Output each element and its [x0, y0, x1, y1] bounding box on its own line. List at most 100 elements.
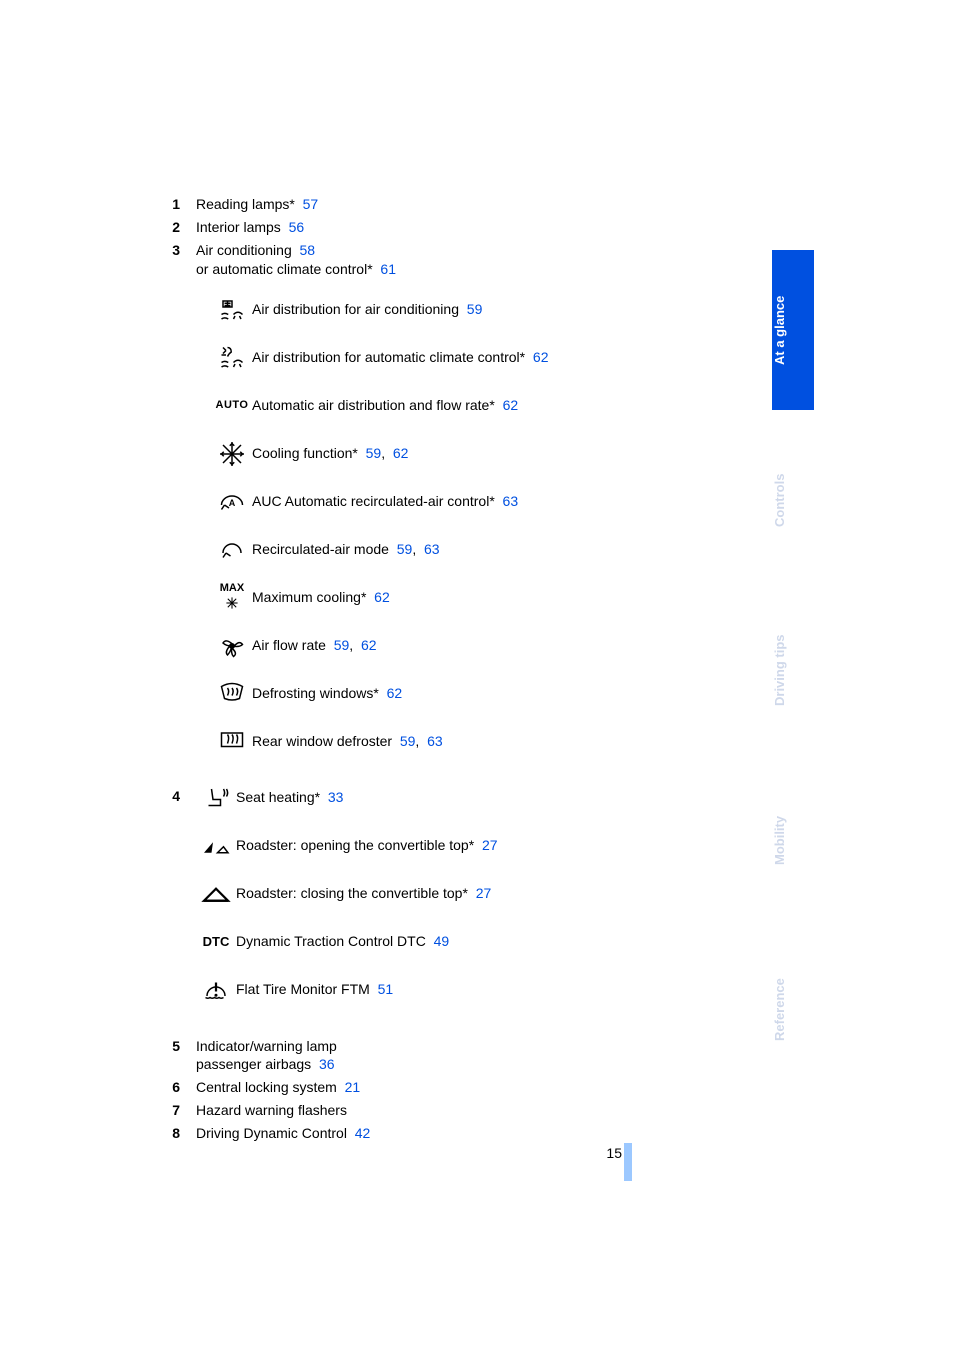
item-number: 7 — [170, 1101, 196, 1120]
page-link[interactable]: 59 — [334, 637, 350, 653]
page-link[interactable]: 57 — [303, 196, 319, 212]
page-link[interactable]: 62 — [361, 637, 377, 653]
item-text: Driving Dynamic Control 42 — [196, 1124, 630, 1143]
page-link[interactable]: 49 — [434, 933, 450, 949]
auc-icon: A — [212, 487, 252, 517]
dtc-icon: DTC — [203, 933, 230, 951]
list-item-4: 4 Seat heating* 33 Roadster: opening the … — [170, 779, 630, 1019]
page-link[interactable]: 62 — [533, 349, 549, 365]
item-text: Central locking system 21 — [196, 1078, 630, 1097]
sub-row: Roadster: closing the convertible top* 2… — [196, 875, 630, 913]
snowflake-icon — [212, 439, 252, 469]
list-item-8: 8 Driving Dynamic Control 42 — [170, 1124, 630, 1143]
sub-row: Seat heating* 33 — [196, 779, 630, 817]
page-link[interactable]: 27 — [482, 837, 498, 853]
sub-row-text: Automatic air distribution and flow rate… — [252, 396, 630, 415]
item-number: 2 — [170, 218, 196, 237]
page-number: 15 — [606, 1145, 622, 1161]
item-text: Interior lamps 56 — [196, 218, 630, 237]
item-number: 4 — [170, 779, 196, 806]
svg-text:A: A — [229, 497, 236, 507]
item-text: Indicator/warning lamppassenger airbags … — [196, 1037, 630, 1075]
item-number: 5 — [170, 1037, 196, 1056]
list-item-7: 7 Hazard warning flashers — [170, 1101, 630, 1120]
tab-mobility[interactable]: Mobility — [772, 760, 814, 920]
sub-row-text: Cooling function* 59, 62 — [252, 444, 630, 463]
page-link[interactable]: 62 — [503, 397, 519, 413]
page-link[interactable]: 59 — [366, 445, 382, 461]
auto-icon: AUTO — [212, 398, 252, 413]
sub-row-text: Air distribution for air conditioning 59 — [252, 300, 630, 319]
seat-heat-icon — [196, 783, 236, 813]
page-link[interactable]: 63 — [427, 733, 443, 749]
tab-reference[interactable]: Reference — [772, 930, 814, 1090]
sub-row: A AUC Automatic recirculated-air control*… — [212, 483, 630, 521]
sub-row: Air distribution for automatic climate c… — [212, 339, 630, 377]
tab-driving-tips[interactable]: Driving tips — [772, 590, 814, 750]
max-icon: MAX — [220, 581, 244, 615]
page-link[interactable]: 58 — [300, 242, 316, 258]
sub-row-text: Flat Tire Monitor FTM 51 — [236, 980, 630, 999]
sub-row: DTC Dynamic Traction Control DTC 49 — [196, 923, 630, 961]
page-link[interactable]: 62 — [387, 685, 403, 701]
item-number: 6 — [170, 1078, 196, 1097]
item-text: Air conditioning 58 or automatic climate… — [196, 241, 630, 279]
list-item-1: 1 Reading lamps* 57 — [170, 195, 630, 214]
sub-row-text: AUC Automatic recirculated-air control* … — [252, 492, 630, 511]
sub-row-text: Rear window defroster 59, 63 — [252, 732, 630, 751]
sub-row: Air distribution for air conditioning 59 — [212, 291, 630, 329]
page-link[interactable]: 61 — [380, 261, 396, 277]
page-link[interactable]: 36 — [319, 1056, 335, 1072]
sub-row: Rear window defroster 59, 63 — [212, 723, 630, 761]
defrost-rear-icon — [212, 727, 252, 757]
sub-row: MAX Maximum cooling* 62 — [212, 579, 630, 617]
page-link[interactable]: 42 — [355, 1125, 371, 1141]
list-item-2: 2 Interior lamps 56 — [170, 218, 630, 237]
content-list: 1 Reading lamps* 57 2 Interior lamps 56 … — [170, 195, 630, 1147]
list-item-6: 6 Central locking system 21 — [170, 1078, 630, 1097]
tab-controls[interactable]: Controls — [772, 420, 814, 580]
sub-row-text: Dynamic Traction Control DTC 49 — [236, 932, 630, 951]
page-link[interactable]: 62 — [393, 445, 409, 461]
page-link[interactable]: 33 — [328, 789, 344, 805]
sub-row-text: Recirculated-air mode 59, 63 — [252, 540, 630, 559]
sub-list-4: Seat heating* 33 Roadster: opening the co… — [196, 779, 630, 1009]
max-icon: MAX — [212, 581, 252, 615]
page-link[interactable]: 56 — [289, 219, 305, 235]
dtc-icon: DTC — [196, 933, 236, 951]
page-link[interactable]: 63 — [503, 493, 519, 509]
sub-row: Air flow rate 59, 62 — [212, 627, 630, 665]
defrost-front-icon — [212, 679, 252, 709]
item-text: Hazard warning flashers — [196, 1101, 630, 1120]
top-open-icon — [196, 831, 236, 861]
air-dist-auto-icon — [212, 343, 252, 373]
page-accent-bar — [624, 1143, 632, 1181]
top-close-icon — [196, 879, 236, 909]
side-tabs: At a glance Controls Driving tips Mobility R… — [772, 0, 814, 1351]
page-link[interactable]: 51 — [378, 981, 394, 997]
fan-icon — [212, 631, 252, 661]
sub-row: Roadster: opening the convertible top* 2… — [196, 827, 630, 865]
page-link[interactable]: 59 — [397, 541, 413, 557]
auto-icon: AUTO — [216, 398, 249, 413]
sub-list-3: Air distribution for air conditioning 59… — [212, 291, 630, 761]
item-text: Reading lamps* 57 — [196, 195, 630, 214]
sub-row: Recirculated-air mode 59, 63 — [212, 531, 630, 569]
sub-row-text: Maximum cooling* 62 — [252, 588, 630, 607]
air-dist-ac-icon — [212, 295, 252, 325]
page: 1 Reading lamps* 57 2 Interior lamps 56 … — [0, 0, 954, 1351]
page-link[interactable]: 27 — [476, 885, 492, 901]
page-link[interactable]: 21 — [345, 1079, 361, 1095]
page-link[interactable]: 59 — [467, 301, 483, 317]
page-link[interactable]: 59 — [400, 733, 416, 749]
sub-row: Cooling function* 59, 62 — [212, 435, 630, 473]
sub-row-text: Air flow rate 59, 62 — [252, 636, 630, 655]
item-number: 8 — [170, 1124, 196, 1143]
list-item-3: 3 Air conditioning 58 or automatic clima… — [170, 241, 630, 279]
sub-row-text: Seat heating* 33 — [236, 788, 630, 807]
sub-row-text: Air distribution for automatic climate c… — [252, 348, 630, 367]
tab-at-a-glance[interactable]: At a glance — [772, 250, 814, 410]
sub-row: AUTOAutomatic air distribution and flow … — [212, 387, 630, 425]
page-link[interactable]: 63 — [424, 541, 440, 557]
page-link[interactable]: 62 — [374, 589, 390, 605]
